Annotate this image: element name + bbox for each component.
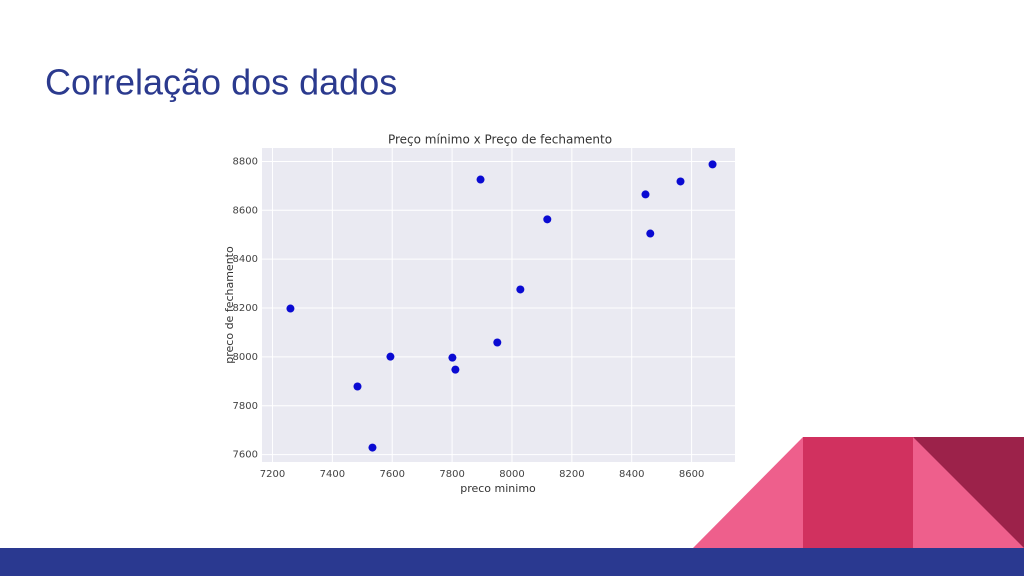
y-axis-label: preco de fechamento — [223, 246, 236, 364]
y-tick-label: 8000 — [233, 352, 258, 363]
data-point — [368, 443, 377, 452]
footer-bar — [0, 548, 1024, 576]
chart: Preço mínimo x Preço de fechamento preco… — [223, 133, 735, 495]
decor-shape — [913, 437, 1024, 548]
x-tick-label: 8400 — [619, 469, 644, 480]
decor-shape — [803, 437, 913, 548]
y-tick-label: 8200 — [233, 303, 258, 314]
y-tick-label: 7600 — [233, 450, 258, 461]
data-point — [493, 338, 502, 347]
y-tick-label: 8600 — [233, 205, 258, 216]
decor-shape — [693, 437, 803, 548]
y-tick-label: 8400 — [233, 254, 258, 265]
y-tick-label: 8800 — [233, 156, 258, 167]
chart-title: Preço mínimo x Preço de fechamento — [388, 133, 612, 147]
x-tick-label: 8000 — [499, 469, 524, 480]
data-point — [676, 177, 685, 186]
data-point — [646, 229, 655, 238]
x-tick-label: 7200 — [260, 469, 285, 480]
x-axis-label: preco minimo — [460, 482, 536, 495]
data-point — [641, 190, 650, 199]
x-tick-label: 7600 — [379, 469, 404, 480]
data-point — [448, 353, 457, 362]
data-point — [386, 352, 395, 361]
data-point — [543, 215, 552, 224]
x-tick-label: 8200 — [559, 469, 584, 480]
y-tick-label: 7800 — [233, 401, 258, 412]
data-point — [353, 382, 362, 391]
x-tick-label: 8600 — [679, 469, 704, 480]
x-tick-label: 7800 — [439, 469, 464, 480]
data-point — [451, 365, 460, 374]
data-point — [476, 175, 485, 184]
slide-title: Correlação dos dados — [45, 62, 397, 103]
data-point — [516, 285, 525, 294]
plot-area — [262, 148, 735, 462]
x-tick-label: 7400 — [320, 469, 345, 480]
data-point — [708, 160, 717, 169]
data-point — [286, 304, 295, 313]
